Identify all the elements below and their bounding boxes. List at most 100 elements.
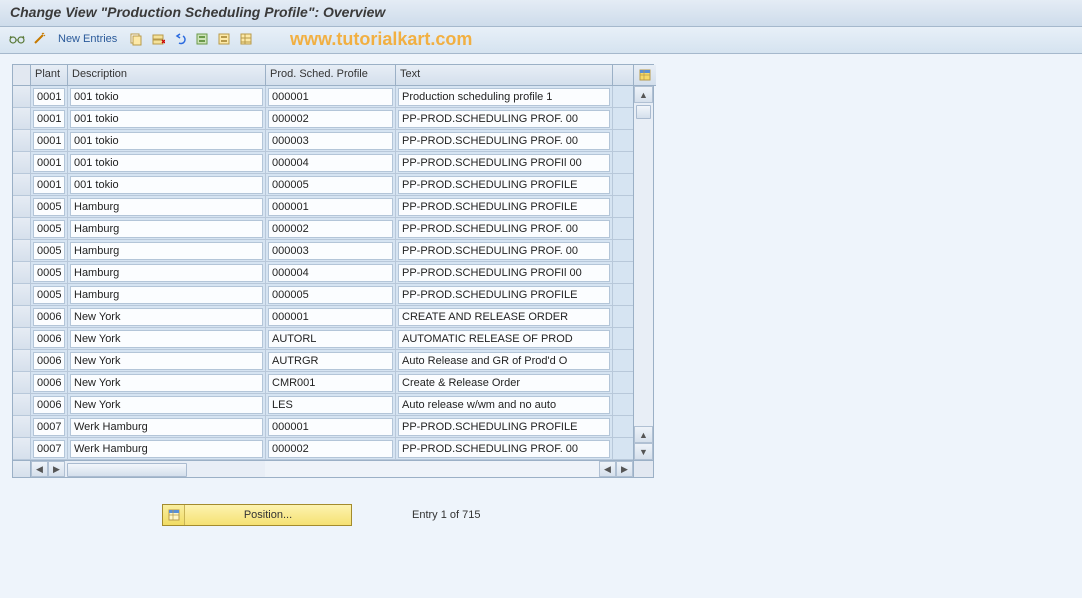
table-config-icon[interactable] (237, 30, 255, 48)
cell-plant[interactable]: 0005 (31, 240, 68, 261)
cell-plant[interactable]: 0006 (31, 350, 68, 371)
cell-text[interactable]: PP-PROD.SCHEDULING PROFILE (396, 196, 613, 217)
cell-plant[interactable]: 0006 (31, 394, 68, 415)
cell-description[interactable]: Hamburg (68, 240, 266, 261)
select-all-icon[interactable] (193, 30, 211, 48)
cell-text[interactable]: PP-PROD.SCHEDULING PROF. 00 (396, 130, 613, 151)
cell-text[interactable]: PP-PROD.SCHEDULING PROF. 00 (396, 240, 613, 261)
cell-text[interactable]: PP-PROD.SCHEDULING PROFILE (396, 284, 613, 305)
cell-description[interactable]: New York (68, 372, 266, 393)
cell-profile[interactable]: 000001 (266, 86, 396, 107)
vscroll-thumb[interactable] (636, 105, 651, 119)
cell-text[interactable]: Production scheduling profile 1 (396, 86, 613, 107)
undo-icon[interactable] (171, 30, 189, 48)
cell-description[interactable]: New York (68, 306, 266, 327)
cell-profile[interactable]: 000002 (266, 438, 396, 459)
row-selector[interactable] (13, 196, 31, 217)
cell-text[interactable]: PP-PROD.SCHEDULING PROF. 00 (396, 218, 613, 239)
copy-icon[interactable] (127, 30, 145, 48)
row-selector[interactable] (13, 218, 31, 239)
vscroll-track-top[interactable] (634, 103, 653, 265)
column-header-plant[interactable]: Plant (31, 65, 68, 85)
cell-description[interactable]: New York (68, 394, 266, 415)
cell-plant[interactable]: 0005 (31, 196, 68, 217)
column-header-text[interactable]: Text (396, 65, 613, 85)
cell-text[interactable]: Create & Release Order (396, 372, 613, 393)
table-settings-icon[interactable] (634, 65, 656, 86)
cell-text[interactable]: Auto release w/wm and no auto (396, 394, 613, 415)
cell-plant[interactable]: 0007 (31, 438, 68, 459)
row-selector[interactable] (13, 328, 31, 349)
column-header-profile[interactable]: Prod. Sched. Profile (266, 65, 396, 85)
row-selector[interactable] (13, 108, 31, 129)
cell-plant[interactable]: 0001 (31, 174, 68, 195)
hscroll-right-button-2[interactable]: ▶ (616, 461, 633, 477)
row-selector[interactable] (13, 130, 31, 151)
row-selector[interactable] (13, 306, 31, 327)
cell-description[interactable]: Werk Hamburg (68, 438, 266, 459)
vscroll-up-button[interactable]: ▲ (634, 86, 653, 103)
cell-plant[interactable]: 0005 (31, 218, 68, 239)
cell-plant[interactable]: 0006 (31, 372, 68, 393)
cell-profile[interactable]: AUTORL (266, 328, 396, 349)
cell-text[interactable]: PP-PROD.SCHEDULING PROFILE (396, 174, 613, 195)
cell-plant[interactable]: 0001 (31, 108, 68, 129)
cell-profile[interactable]: 000004 (266, 152, 396, 173)
cell-description[interactable]: 001 tokio (68, 152, 266, 173)
cell-profile[interactable]: AUTRGR (266, 350, 396, 371)
cell-plant[interactable]: 0001 (31, 130, 68, 151)
row-selector[interactable] (13, 438, 31, 459)
vscroll-track[interactable] (634, 265, 653, 427)
deselect-all-icon[interactable] (215, 30, 233, 48)
vscroll-up2-button[interactable]: ▲ (634, 426, 653, 443)
cell-text[interactable]: Auto Release and GR of Prod'd O (396, 350, 613, 371)
cell-description[interactable]: Werk Hamburg (68, 416, 266, 437)
cell-text[interactable]: PP-PROD.SCHEDULING PROF. 00 (396, 438, 613, 459)
cell-description[interactable]: New York (68, 350, 266, 371)
cell-description[interactable]: 001 tokio (68, 174, 266, 195)
cell-profile[interactable]: 000002 (266, 108, 396, 129)
row-selector-header[interactable] (13, 65, 31, 85)
vscroll-down-button[interactable]: ▼ (634, 443, 653, 460)
cell-plant[interactable]: 0001 (31, 86, 68, 107)
hscroll-left-button-2[interactable]: ◀ (599, 461, 616, 477)
cell-description[interactable]: Hamburg (68, 262, 266, 283)
cell-text[interactable]: CREATE AND RELEASE ORDER (396, 306, 613, 327)
row-selector[interactable] (13, 350, 31, 371)
cell-plant[interactable]: 0001 (31, 152, 68, 173)
cell-profile[interactable]: 000002 (266, 218, 396, 239)
cell-plant[interactable]: 0006 (31, 306, 68, 327)
cell-text[interactable]: PP-PROD.SCHEDULING PROFIl 00 (396, 152, 613, 173)
cell-description[interactable]: New York (68, 328, 266, 349)
glasses-icon[interactable] (8, 30, 26, 48)
row-selector[interactable] (13, 394, 31, 415)
cell-description[interactable]: 001 tokio (68, 86, 266, 107)
cell-description[interactable]: 001 tokio (68, 108, 266, 129)
cell-text[interactable]: PP-PROD.SCHEDULING PROF. 00 (396, 108, 613, 129)
cell-profile[interactable]: 000001 (266, 416, 396, 437)
cell-profile[interactable]: LES (266, 394, 396, 415)
hscroll-thumb[interactable] (67, 463, 187, 477)
delete-row-icon[interactable] (149, 30, 167, 48)
cell-plant[interactable]: 0005 (31, 262, 68, 283)
row-selector[interactable] (13, 86, 31, 107)
row-selector[interactable] (13, 372, 31, 393)
row-selector[interactable] (13, 240, 31, 261)
cell-text[interactable]: AUTOMATIC RELEASE OF PROD (396, 328, 613, 349)
cell-text[interactable]: PP-PROD.SCHEDULING PROFIl 00 (396, 262, 613, 283)
row-selector[interactable] (13, 416, 31, 437)
cell-plant[interactable]: 0005 (31, 284, 68, 305)
cell-profile[interactable]: CMR001 (266, 372, 396, 393)
cell-profile[interactable]: 000001 (266, 196, 396, 217)
position-button[interactable]: Position... (162, 504, 352, 526)
cell-profile[interactable]: 000001 (266, 306, 396, 327)
cell-profile[interactable]: 000003 (266, 240, 396, 261)
cell-description[interactable]: Hamburg (68, 284, 266, 305)
row-selector[interactable] (13, 262, 31, 283)
cell-profile[interactable]: 000004 (266, 262, 396, 283)
cell-description[interactable]: Hamburg (68, 218, 266, 239)
hscroll-left-button[interactable]: ◀ (31, 461, 48, 477)
wand-icon[interactable] (30, 30, 48, 48)
hscroll-right-button[interactable]: ▶ (48, 461, 65, 477)
column-header-description[interactable]: Description (68, 65, 266, 85)
